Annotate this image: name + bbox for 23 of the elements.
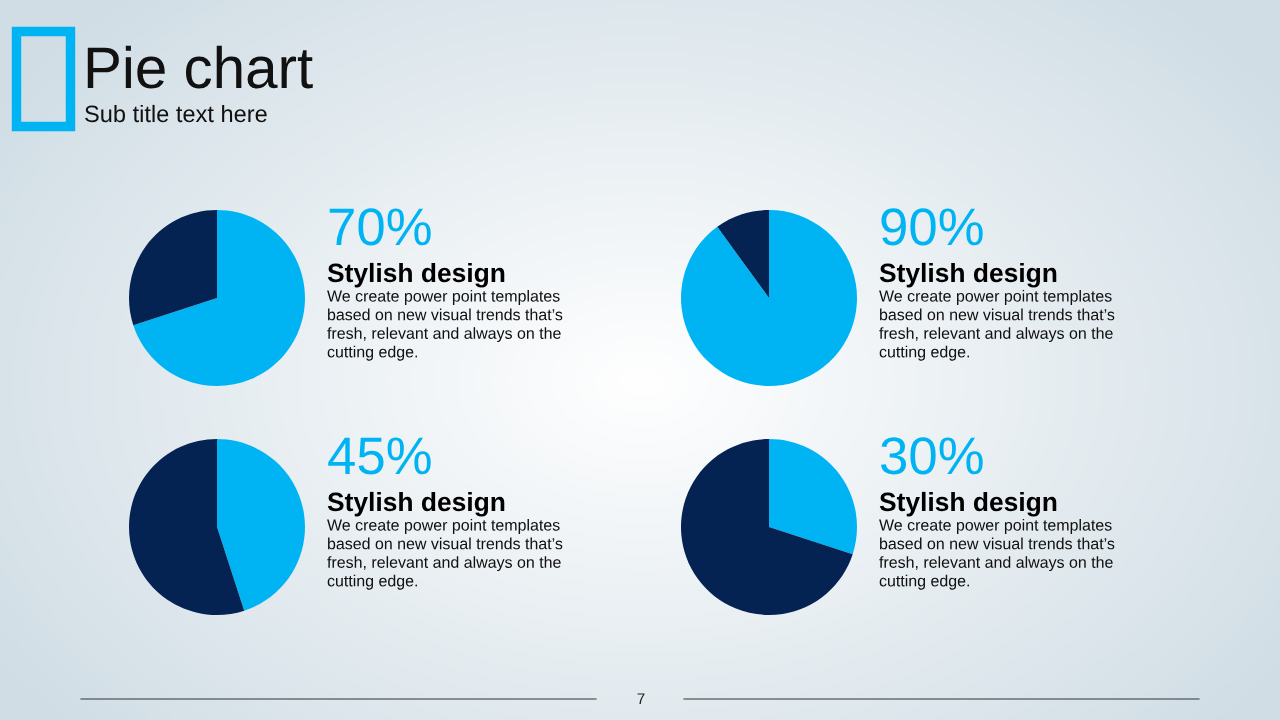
pie-slice — [681, 439, 853, 615]
text: Stylish design — [879, 262, 1057, 288]
text: 7 — [637, 693, 645, 704]
text: Stylish design — [327, 491, 505, 517]
data-label: 45% — [328, 437, 431, 475]
pie-slice — [681, 210, 857, 386]
data-label: 70% — [329, 208, 431, 246]
text: We create power point templates based on new visual trends that’s fresh, relevant and always on the cutting edge. — [879, 290, 1115, 361]
pie-slice — [769, 439, 857, 555]
pie-slice — [129, 210, 217, 326]
pie-slice — [217, 439, 305, 611]
data-label: 90% — [881, 208, 983, 246]
pie-slice — [129, 439, 245, 615]
text: Stylish design — [879, 491, 1057, 517]
pie-slice — [717, 210, 769, 298]
data-label: 30% — [881, 437, 983, 475]
text: Sub title text here — [85, 104, 267, 123]
text: We create power point templates based on new visual trends that’s fresh, relevant and always on the cutting edge. — [327, 519, 563, 590]
text: Pie chart — [87, 45, 313, 89]
text: Stylish design — [327, 262, 505, 288]
pie-slice — [133, 210, 305, 386]
text: We create power point templates based on new visual trends that’s fresh, relevant and always on the cutting edge. — [879, 519, 1115, 590]
text: We create power point templates based on new visual trends that’s fresh, relevant and always on the cutting edge. — [327, 290, 563, 361]
